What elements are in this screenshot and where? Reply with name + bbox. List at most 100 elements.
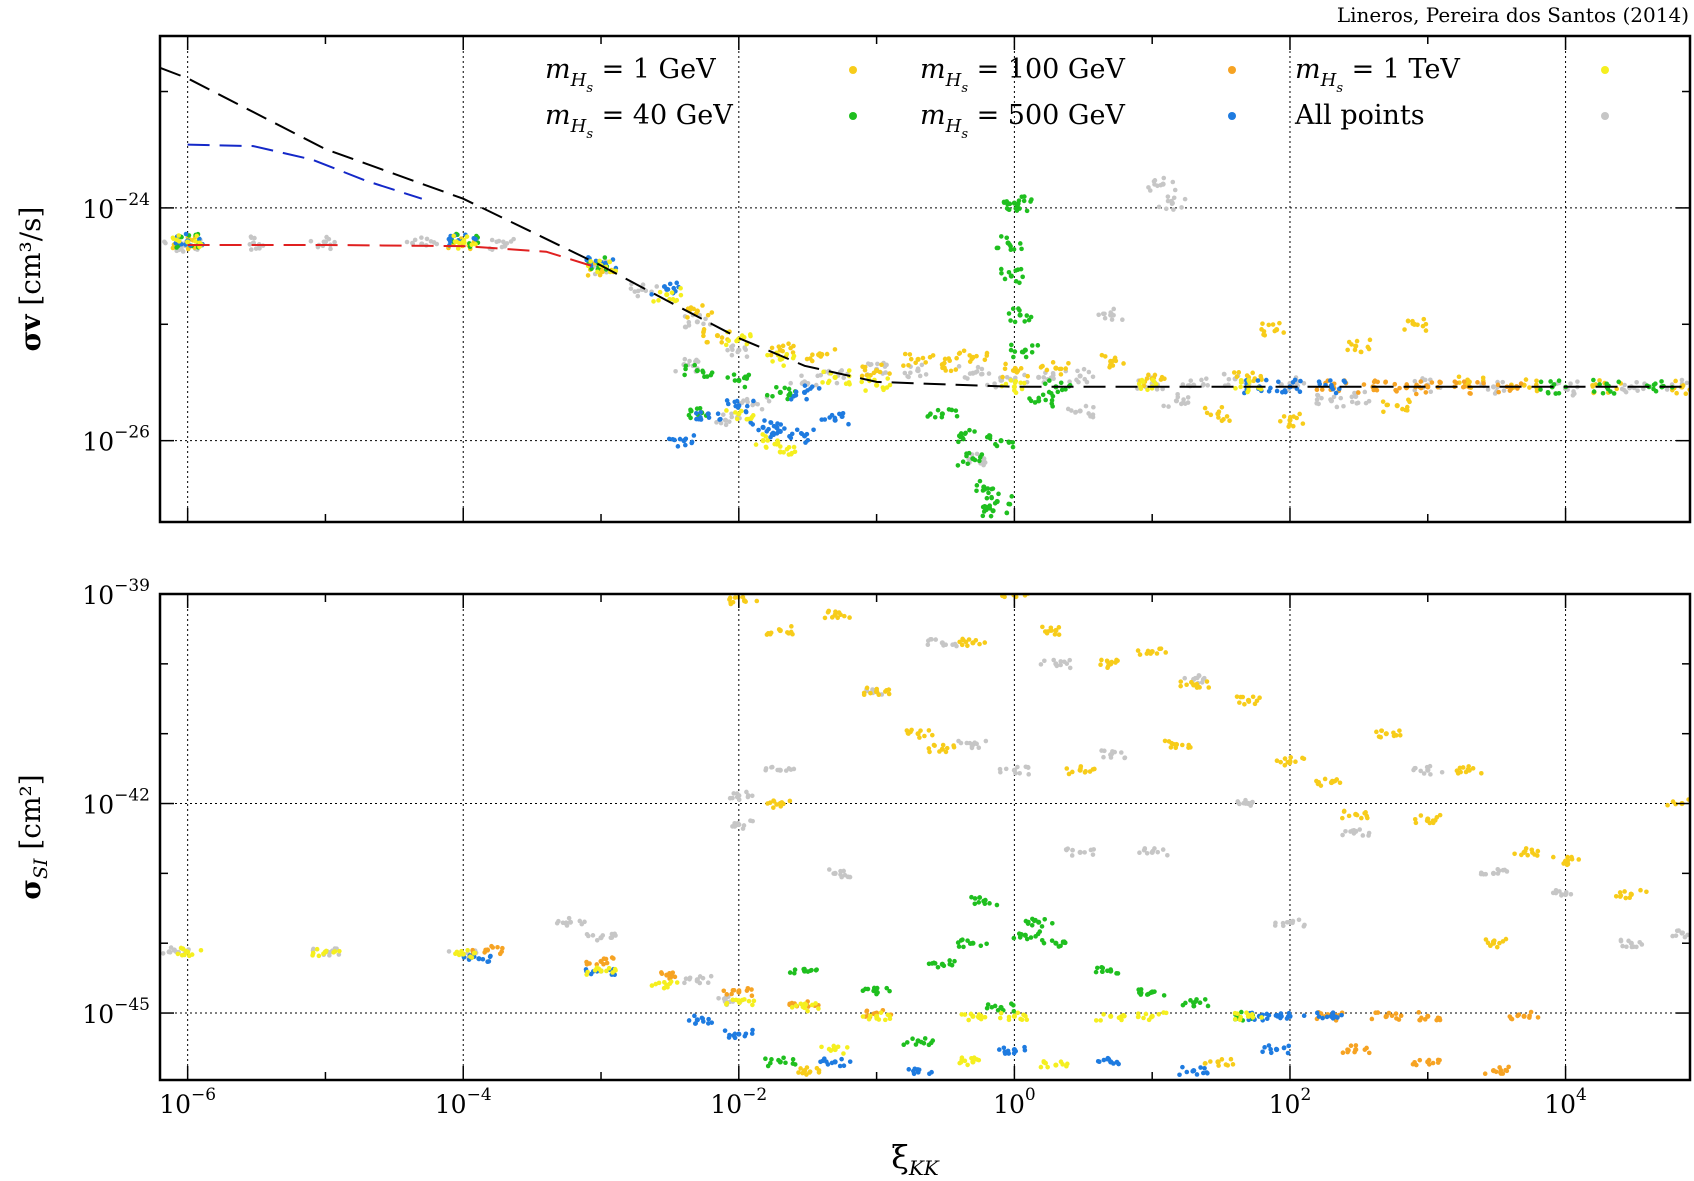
point-cloud-bottom-0-0-2: [168, 945, 174, 950]
point-cloud-top-1-22-0: [1290, 423, 1296, 429]
point-cloud-bottom-5-5-1: [730, 997, 736, 1003]
point-cloud-top-1-13-4: [1234, 374, 1240, 380]
point-cloud-bottom-3-1-8: [603, 956, 609, 962]
point-cloud-bottom-1-19-2: [1623, 895, 1629, 901]
point-cloud-bottom-5-5-6: [733, 997, 739, 1003]
point-cloud-bottom-0-11-3: [1015, 764, 1020, 770]
point-cloud-bottom-1-9-8: [1137, 652, 1143, 657]
point-cloud-top-4-9-3: [794, 427, 800, 433]
point-cloud-top-1-15-3: [1358, 349, 1364, 355]
point-cloud-bottom-0-13-8: [1102, 748, 1107, 754]
point-cloud-bottom-0-13-3: [1101, 754, 1106, 760]
point-cloud-top-1-8-0: [982, 357, 988, 363]
point-cloud-top-4-10-6: [819, 417, 825, 422]
point-cloud-bottom-0-10-8: [950, 642, 955, 648]
point-cloud-bottom-1-5-8: [959, 642, 965, 648]
xtick-label-2-base: 10: [710, 1090, 742, 1119]
point-cloud-top-5-3-2: [656, 298, 661, 303]
point-cloud-bottom-5-10-0: [1098, 1018, 1103, 1023]
point-cloud-bottom-4-7-9: [1114, 1060, 1120, 1065]
point-cloud-bottom-0-21-6: [1563, 889, 1569, 895]
point-cloud-bottom-0-3-7: [563, 920, 569, 925]
point-top-2-18: [1017, 312, 1023, 318]
point-cloud-top-1-22-6: [1281, 414, 1287, 419]
point-cloud-bottom-3-7-5: [1375, 1010, 1381, 1015]
point-cloud-bottom-1-26-2: [1494, 944, 1500, 950]
point-cloud-top-1-13-8: [1244, 373, 1250, 378]
point-cloud-bottom-4-6-8: [1001, 1045, 1007, 1051]
point-cloud-bottom-2-8-7: [1041, 940, 1047, 946]
point-top-5-8: [1011, 384, 1017, 390]
point-cloud-bottom-4-7-2: [1095, 1059, 1101, 1064]
point-cloud-top-4-4-7: [689, 440, 695, 446]
point-cloud-top-2-17-7: [1005, 206, 1011, 212]
point-cloud-bottom-1-5-6: [957, 639, 962, 645]
point-cloud-top-0-9-7: [725, 347, 730, 353]
point-cloud-bottom-0-10-1: [933, 637, 939, 642]
point-cloud-top-2-12-3: [1009, 494, 1015, 499]
point-top-4-7: [760, 424, 766, 430]
point-cloud-bottom-2-3-2: [978, 943, 984, 949]
point-cloud-top-1-2-1: [585, 273, 591, 278]
point-cloud-top-3-1-7: [1383, 380, 1388, 385]
point-cloud-top-2-20-7: [1028, 398, 1034, 404]
point-cloud-top-2-9-4: [977, 458, 982, 464]
point-bottom-3-9: [1521, 1013, 1527, 1019]
point-cloud-bottom-5-1-8: [337, 948, 342, 954]
point-cloud-bottom-1-28-1: [800, 1070, 805, 1076]
point-cloud-bottom-4-4-2: [837, 1063, 843, 1069]
point-cloud-top-2-20-2: [1043, 397, 1048, 403]
point-cloud-top-5-9-8: [1136, 381, 1142, 387]
point-cloud-bottom-4-4-0: [829, 1060, 835, 1066]
point-cloud-bottom-1-28-4: [796, 1070, 801, 1075]
frame-top: [158, 34, 1692, 524]
point-cloud-top-3-0-1: [1314, 387, 1320, 393]
point-cloud-bottom-0-24-0: [716, 995, 721, 1001]
point-cloud-top-0-17-9: [1067, 379, 1072, 385]
point-cloud-bottom-1-10-9: [1189, 679, 1194, 685]
point-cloud-bottom-2-4-0: [994, 902, 1000, 908]
ylabel-symbol-top: σv: [14, 314, 47, 352]
point-cloud-top-1-2-7: [600, 269, 605, 275]
point-cloud-top-0-26-6: [1500, 379, 1505, 385]
point-cloud-top-5-6-6: [846, 380, 852, 385]
point-cloud-top-1-9-6: [1002, 366, 1008, 372]
point-cloud-bottom-3-8-9: [1437, 1017, 1443, 1023]
point-cloud-top-4-4-0: [691, 433, 697, 438]
point-cloud-top-4-1-4: [447, 239, 453, 244]
point-cloud-top-0-8-2: [703, 316, 708, 322]
point-cloud-top-0-21-5: [1188, 378, 1194, 383]
legend-subsub-1: s: [586, 127, 593, 142]
point-cloud-bottom-2-9-2: [1099, 969, 1105, 974]
point-cloud-top-2-7-2: [939, 414, 945, 420]
point-cloud-top-3-4-1: [1461, 379, 1467, 384]
point-cloud-bottom-0-19-7: [1421, 771, 1427, 776]
point-cloud-bottom-5-7-3: [867, 1013, 873, 1018]
point-cloud-top-1-20-7: [1673, 378, 1678, 384]
point-cloud-bottom-0-20-7: [1483, 871, 1489, 877]
point-cloud-bottom-3-0-1: [495, 944, 500, 950]
point-cloud-top-0-30-7: [720, 412, 726, 417]
legend-label-0: mHs = 1 GeV: [545, 54, 716, 96]
point-cloud-top-0-3-1: [328, 246, 333, 252]
point-cloud-top-4-1-5: [471, 235, 477, 241]
point-cloud-top-0-14-9: [967, 371, 973, 376]
point-cloud-bottom-1-12-1: [1278, 759, 1283, 765]
point-cloud-top-4-11-4: [802, 383, 808, 388]
point-cloud-top-0-17-8: [1082, 376, 1088, 382]
point-top-5-3: [664, 291, 670, 298]
point-cloud-bottom-1-19-7: [1617, 890, 1623, 895]
point-cloud-top-2-20-0: [1040, 392, 1046, 398]
point-cloud-bottom-1-11-9: [1246, 699, 1252, 704]
point-cloud-bottom-1-27-7: [1208, 1059, 1213, 1064]
point-cloud-bottom-0-23-7: [1674, 928, 1680, 934]
point-cloud-bottom-0-24-6: [721, 996, 727, 1002]
curve-top-1: [187, 143, 423, 200]
point-cloud-top-0-10-7: [799, 373, 804, 379]
point-cloud-top-5-11-1: [760, 432, 766, 437]
point-cloud-top-4-4-4: [670, 437, 676, 442]
point-cloud-top-2-16-7: [1019, 194, 1025, 200]
point-cloud-top-5-10-9: [1233, 386, 1238, 391]
point-cloud-bottom-5-12-4: [1238, 1014, 1244, 1020]
